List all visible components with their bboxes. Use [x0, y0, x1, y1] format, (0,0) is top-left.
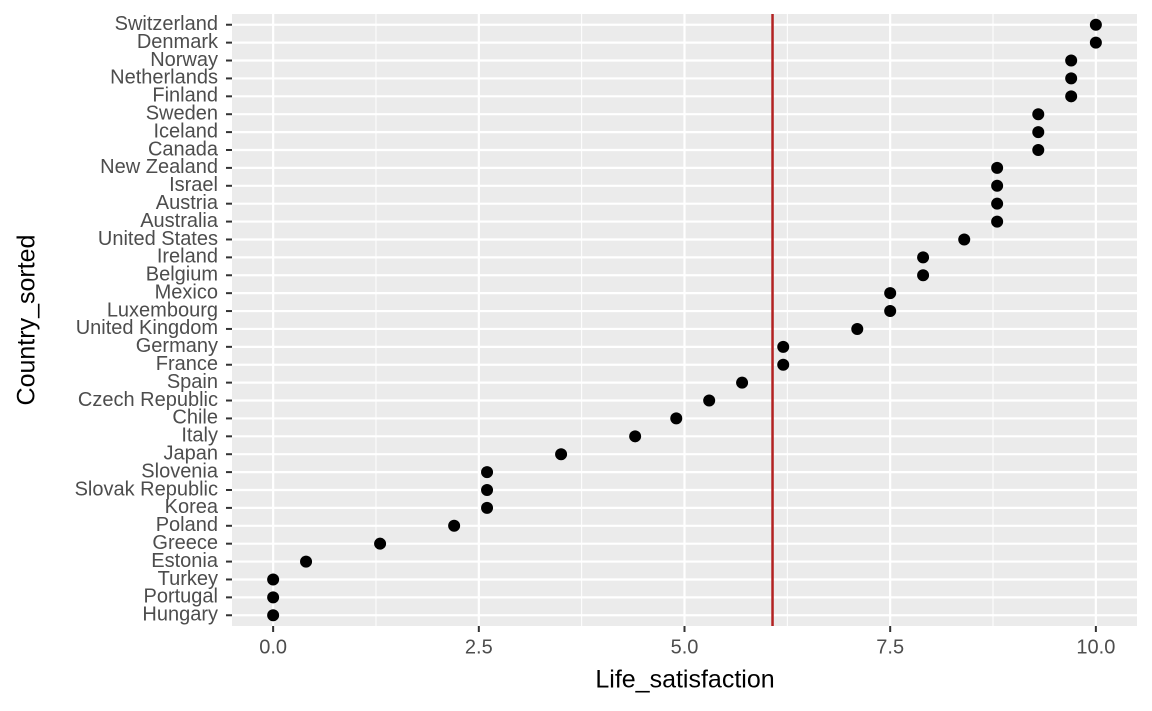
dot — [481, 484, 494, 496]
y-tick-label: Estonia — [151, 550, 219, 572]
y-tick-label: Canada — [148, 138, 219, 160]
y-tick-label: Turkey — [158, 568, 218, 590]
y-tick-label: Denmark — [137, 31, 219, 53]
dot — [884, 305, 897, 318]
y-tick-label: Norway — [150, 49, 218, 71]
y-tick-label: United States — [98, 228, 218, 250]
x-tick-label: 0.0 — [259, 636, 287, 658]
dot — [991, 161, 1004, 174]
y-tick-label: Sweden — [146, 102, 218, 124]
dot — [374, 537, 387, 550]
y-tick-label: Greece — [152, 532, 218, 554]
dot — [991, 215, 1004, 228]
y-tick-label: Ireland — [157, 246, 218, 268]
y-tick-label: United Kingdom — [76, 317, 218, 339]
dot — [1032, 144, 1045, 156]
y-tick-label: New Zealand — [100, 156, 218, 178]
dot — [300, 555, 313, 568]
dot — [917, 251, 930, 264]
y-tick-label: Spain — [167, 371, 218, 393]
x-tick-label: 7.5 — [876, 636, 904, 658]
y-tick-label: Finland — [152, 85, 218, 107]
dot — [1065, 72, 1078, 85]
dot — [703, 394, 716, 407]
y-tick-label: Slovenia — [141, 460, 219, 482]
y-tick-label: Hungary — [142, 604, 218, 626]
dot — [481, 501, 494, 514]
dot — [1065, 54, 1078, 67]
dot — [917, 269, 930, 282]
dot — [777, 358, 790, 371]
dot — [1089, 36, 1102, 49]
dot — [267, 591, 280, 604]
y-tick-label: Netherlands — [110, 67, 218, 89]
dot — [481, 466, 494, 479]
y-tick-label: Czech Republic — [78, 389, 218, 411]
dot — [267, 573, 280, 586]
x-tick-label: 10.0 — [1076, 636, 1115, 658]
dot — [629, 430, 642, 443]
y-tick-label: Portugal — [144, 586, 219, 608]
dot — [670, 412, 683, 425]
y-tick-label: Belgium — [146, 264, 218, 286]
dot — [958, 233, 971, 246]
dot — [851, 322, 864, 335]
dot — [736, 376, 749, 389]
y-tick-label: Italy — [181, 425, 218, 447]
y-tick-label: Japan — [164, 442, 219, 464]
dot — [1032, 108, 1045, 121]
dot — [267, 609, 280, 622]
x-axis-title: Life_satisfaction — [595, 666, 774, 694]
y-tick-label: Slovak Republic — [75, 478, 218, 500]
y-tick-label: Mexico — [155, 281, 218, 303]
y-tick-label: Iceland — [154, 120, 219, 142]
x-tick-label: 5.0 — [671, 636, 699, 658]
y-tick-label: France — [156, 353, 218, 375]
dot — [448, 519, 461, 532]
dot — [991, 197, 1004, 210]
dot — [991, 179, 1004, 192]
dot — [777, 340, 790, 353]
x-tick-label: 2.5 — [465, 636, 493, 658]
dot — [1032, 126, 1045, 139]
dot — [884, 287, 897, 300]
dot — [555, 448, 568, 461]
y-tick-label: Switzerland — [115, 13, 218, 35]
y-tick-label: Chile — [172, 407, 218, 429]
dot — [1065, 90, 1078, 103]
y-tick-label: Poland — [156, 514, 218, 536]
y-tick-label: Israel — [169, 174, 218, 196]
y-tick-label: Korea — [165, 496, 219, 518]
y-tick-label: Germany — [136, 335, 218, 357]
y-tick-label: Australia — [140, 210, 219, 232]
dot — [1089, 18, 1102, 31]
y-tick-label: Luxembourg — [107, 299, 218, 321]
y-axis-title: Country_sorted — [13, 235, 41, 406]
y-tick-label: Austria — [156, 192, 219, 214]
